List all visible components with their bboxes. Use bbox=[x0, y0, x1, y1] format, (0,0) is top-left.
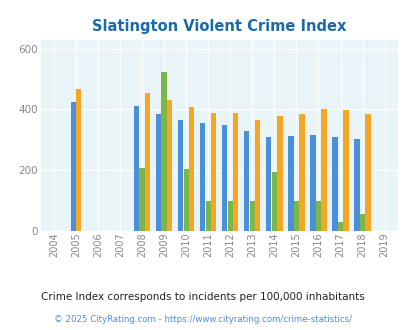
Bar bbox=[309, 135, 315, 231]
Bar bbox=[200, 123, 205, 231]
Bar bbox=[145, 93, 150, 231]
Text: © 2025 CityRating.com - https://www.cityrating.com/crime-statistics/: © 2025 CityRating.com - https://www.city… bbox=[54, 315, 351, 324]
Bar bbox=[211, 113, 216, 231]
Bar bbox=[364, 114, 370, 231]
Bar bbox=[232, 113, 238, 231]
Bar bbox=[134, 107, 139, 231]
Bar bbox=[70, 102, 76, 231]
Bar bbox=[298, 114, 304, 231]
Bar bbox=[177, 120, 183, 231]
Bar bbox=[271, 172, 276, 231]
Bar bbox=[166, 100, 172, 231]
Bar bbox=[321, 110, 326, 231]
Bar bbox=[249, 201, 254, 231]
Bar bbox=[332, 137, 337, 231]
Bar bbox=[337, 222, 342, 231]
Bar bbox=[156, 114, 161, 231]
Bar bbox=[359, 214, 364, 231]
Bar bbox=[227, 201, 232, 231]
Bar bbox=[354, 139, 359, 231]
Bar bbox=[205, 201, 210, 231]
Title: Slatington Violent Crime Index: Slatington Violent Crime Index bbox=[92, 19, 345, 34]
Bar bbox=[277, 116, 282, 231]
Bar bbox=[189, 107, 194, 231]
Bar bbox=[243, 131, 249, 231]
Bar bbox=[255, 119, 260, 231]
Text: Crime Index corresponds to incidents per 100,000 inhabitants: Crime Index corresponds to incidents per… bbox=[41, 292, 364, 302]
Bar bbox=[293, 201, 298, 231]
Bar bbox=[288, 136, 293, 231]
Bar bbox=[222, 125, 227, 231]
Bar bbox=[161, 72, 166, 231]
Bar bbox=[76, 89, 81, 231]
Bar bbox=[343, 111, 348, 231]
Bar bbox=[315, 201, 320, 231]
Bar bbox=[183, 169, 188, 231]
Bar bbox=[266, 137, 271, 231]
Bar bbox=[139, 168, 144, 231]
